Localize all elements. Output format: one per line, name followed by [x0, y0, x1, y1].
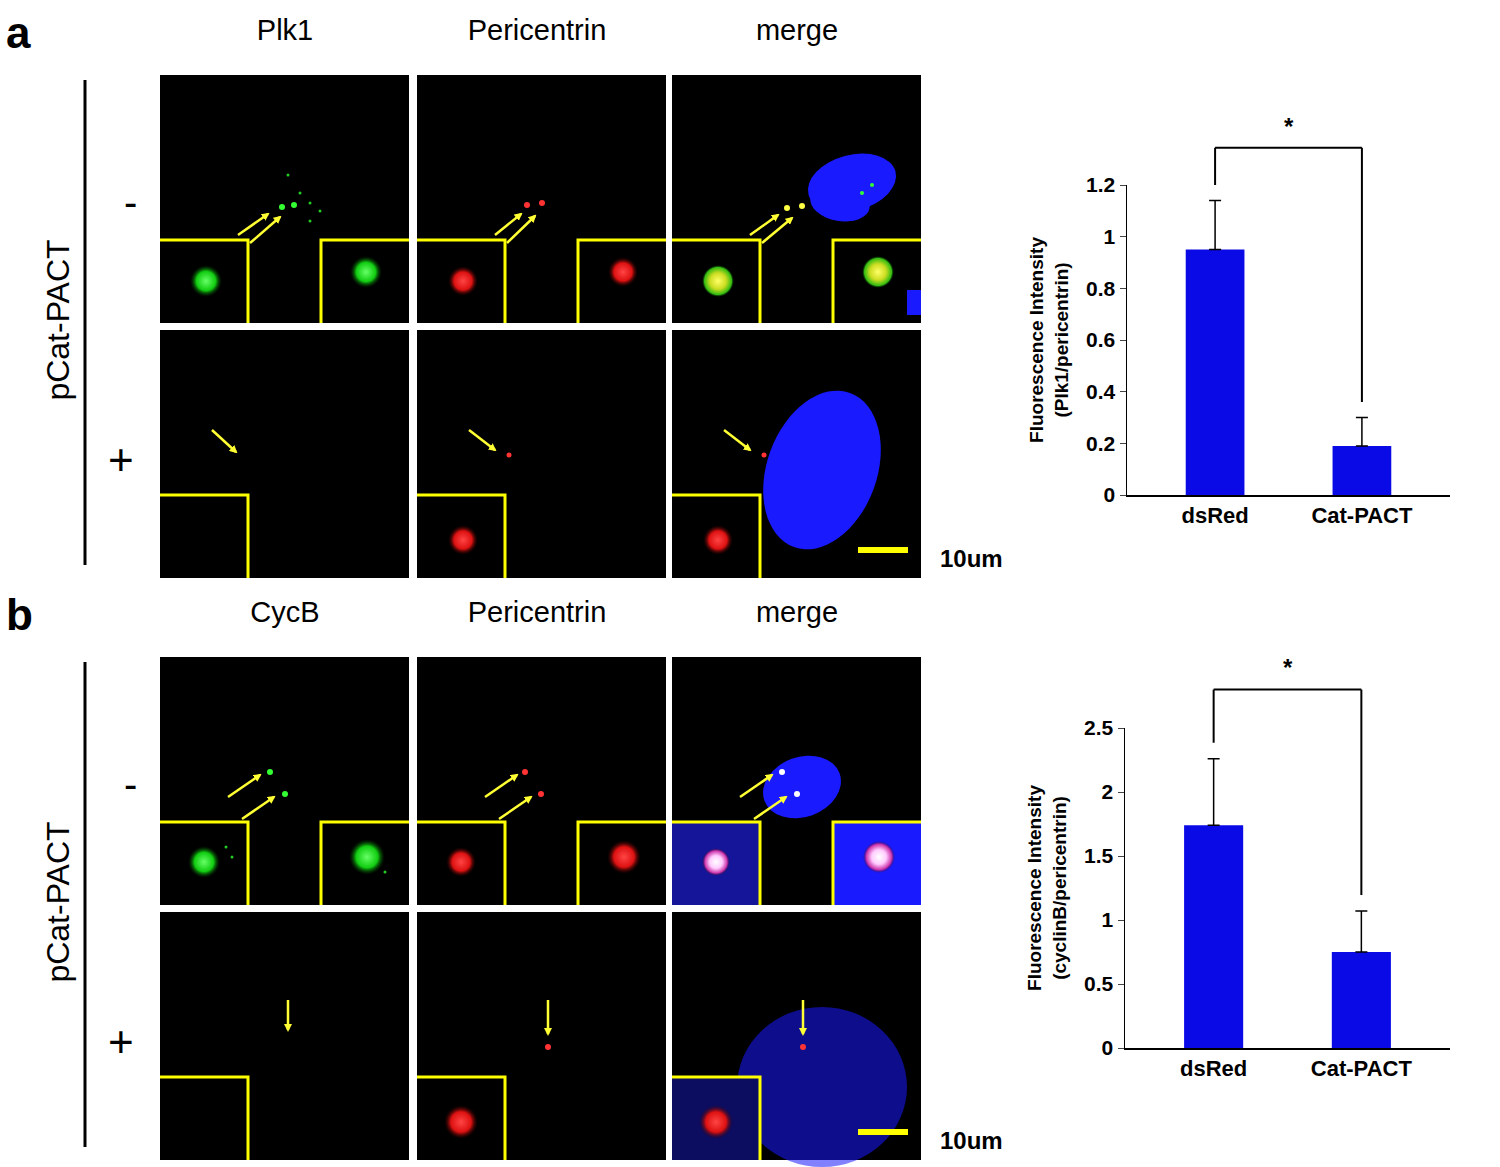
svg-text:1.2: 1.2 — [1086, 173, 1115, 196]
svg-text:1: 1 — [1104, 225, 1116, 248]
svg-text:*: * — [1284, 113, 1294, 140]
svg-text:0: 0 — [1104, 483, 1116, 506]
svg-text:1.5: 1.5 — [1084, 844, 1114, 867]
svg-text:2.5: 2.5 — [1084, 716, 1114, 739]
svg-text:0.5: 0.5 — [1084, 972, 1114, 995]
html-text:a: a — [6, 8, 31, 57]
html-text:pCat-PACT: pCat-PACT — [39, 821, 76, 983]
html-text:10um: 10um — [940, 1127, 1003, 1154]
svg-text:0.8: 0.8 — [1086, 277, 1116, 300]
html-text:CycB: CycB — [250, 596, 320, 628]
svg-text:*: * — [1283, 654, 1293, 681]
svg-text:Fluorescence Intensity(cyclinB: Fluorescence Intensity(cyclinB/pericentr… — [1024, 785, 1070, 991]
html-text:10um: 10um — [940, 545, 1003, 572]
html-text:merge: merge — [755, 14, 839, 46]
html-text:merge: merge — [755, 596, 839, 628]
html-text:Pericentrin: Pericentrin — [467, 596, 607, 628]
svg-text:0.4: 0.4 — [1086, 380, 1116, 403]
svg-text:0.6: 0.6 — [1086, 328, 1115, 351]
svg-text:1: 1 — [1102, 908, 1114, 931]
html-text:b: b — [6, 590, 33, 639]
svg-text:0: 0 — [1102, 1036, 1114, 1059]
svg-text:dsRed: dsRed — [1180, 1056, 1247, 1081]
svg-text:0.2: 0.2 — [1086, 432, 1115, 455]
html-text:Pericentrin: Pericentrin — [467, 14, 607, 46]
svg-text:Fluorescence Intensity(Plk1/pe: Fluorescence Intensity(Plk1/pericentrin) — [1026, 237, 1072, 443]
html-text:Plk1: Plk1 — [256, 14, 314, 46]
svg-text:2: 2 — [1102, 780, 1114, 803]
html-text:pCat-PACT: pCat-PACT — [39, 239, 76, 401]
svg-text:Cat-PACT: Cat-PACT — [1311, 1056, 1413, 1081]
svg-text:dsRed: dsRed — [1181, 503, 1248, 528]
svg-text:Cat-PACT: Cat-PACT — [1311, 503, 1413, 528]
